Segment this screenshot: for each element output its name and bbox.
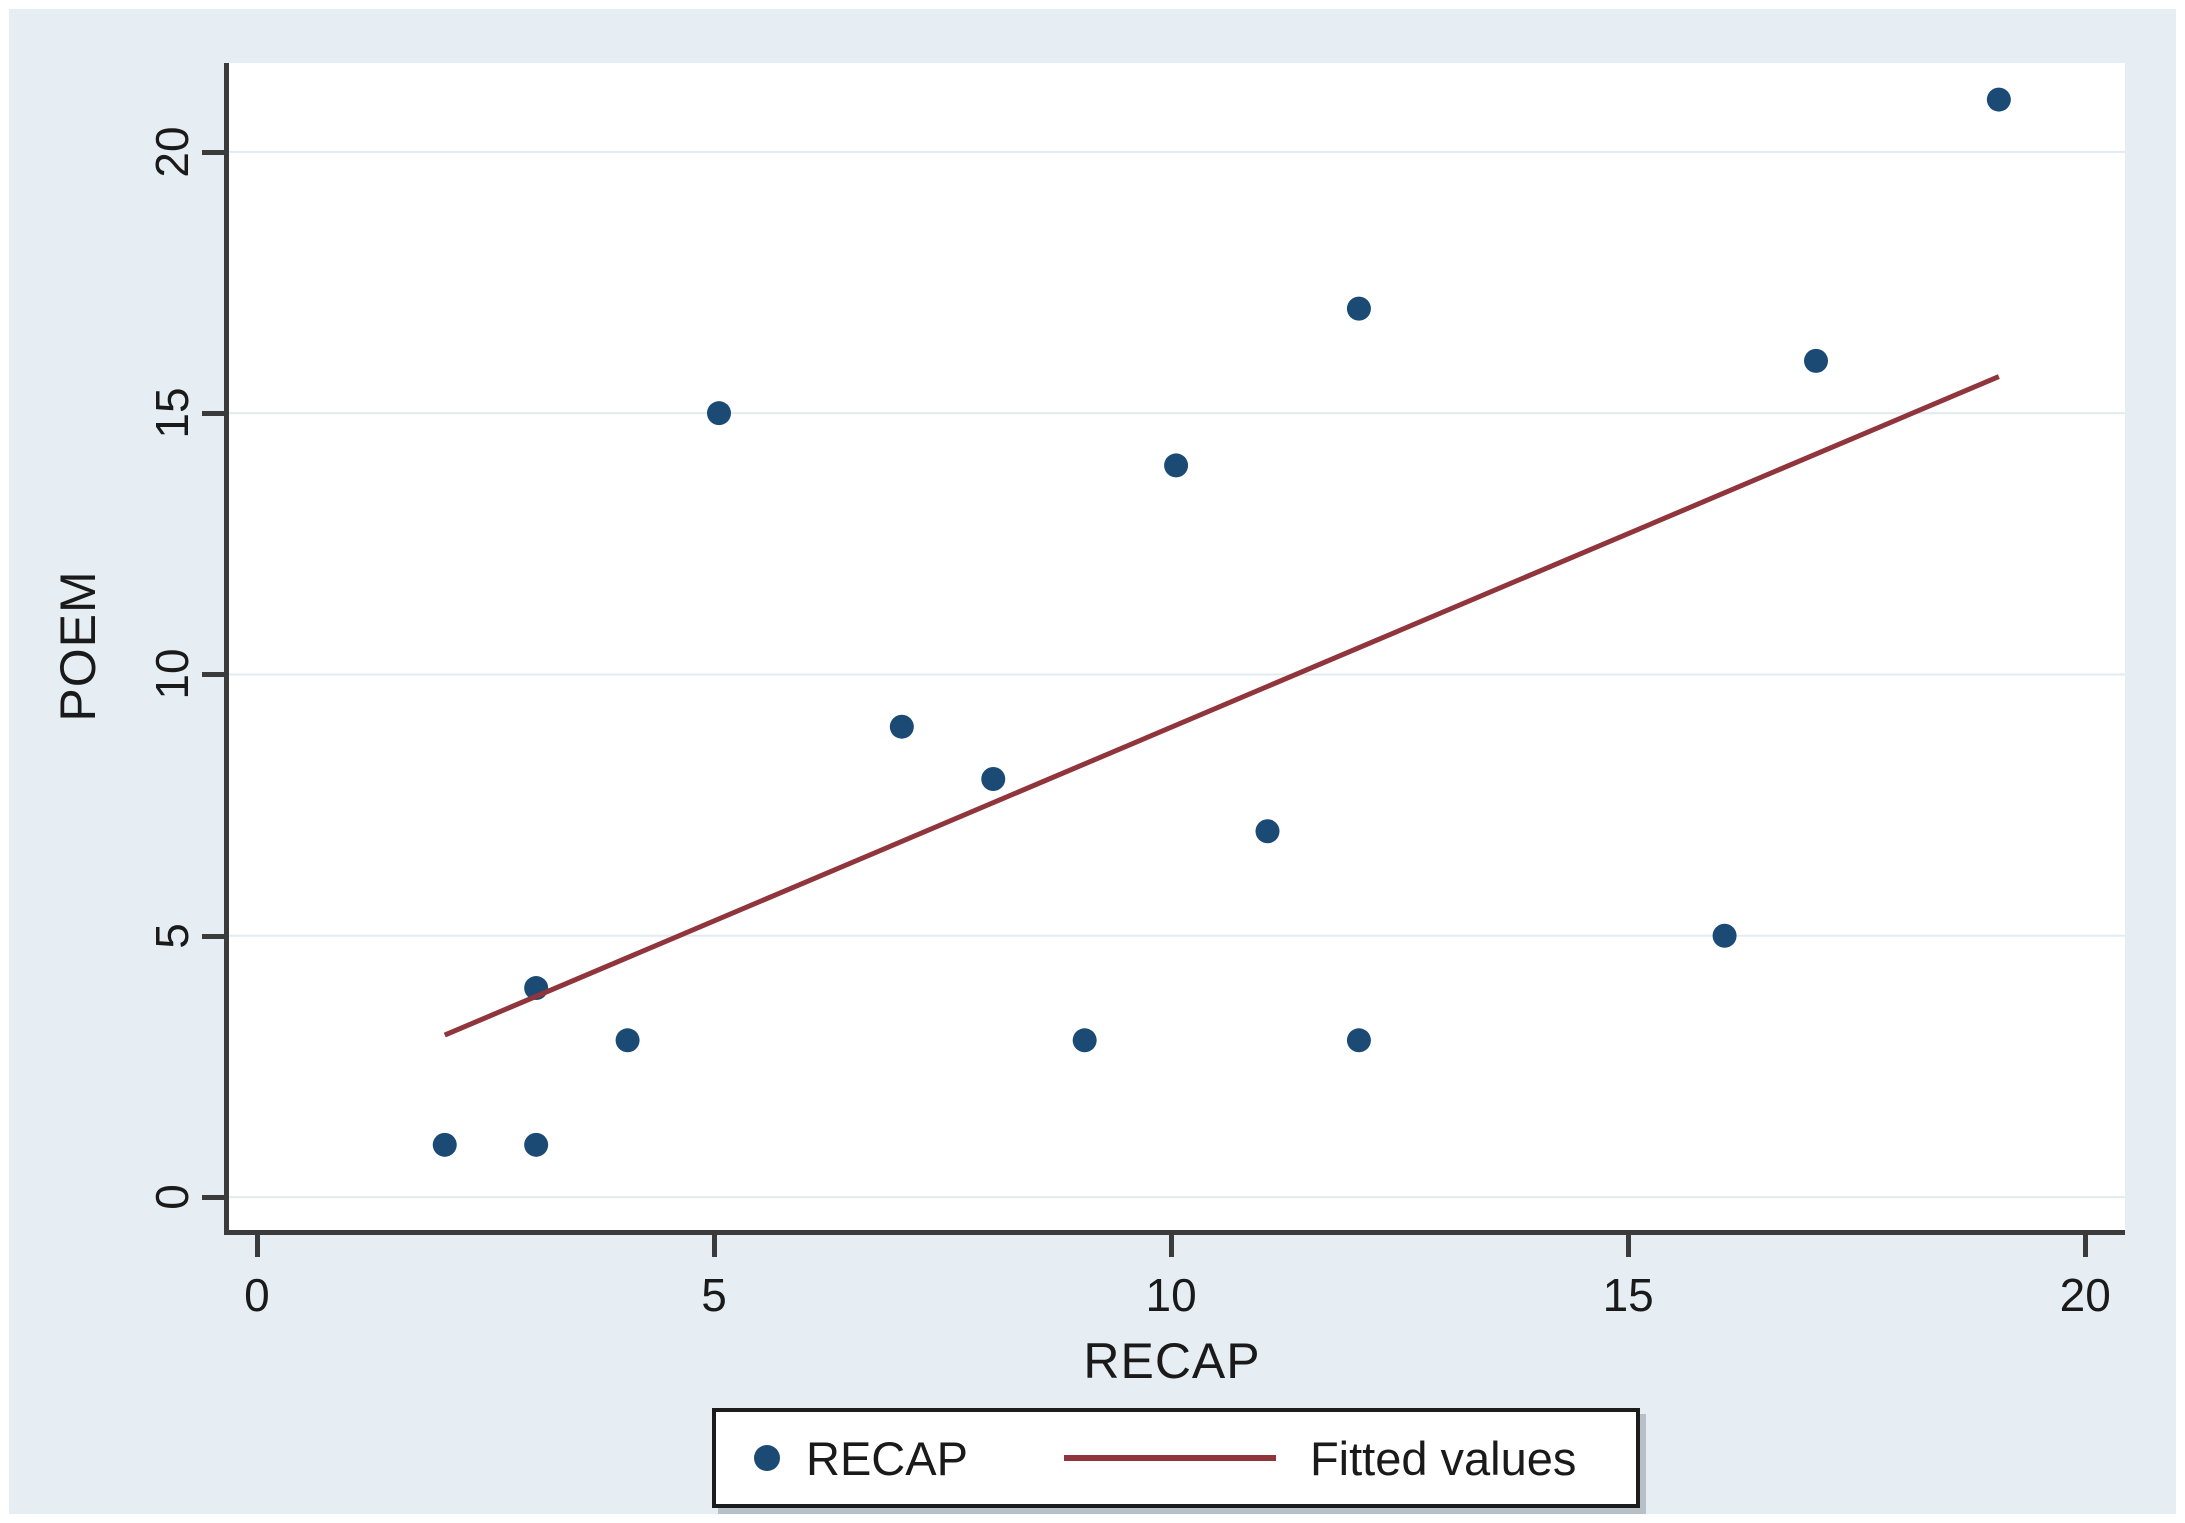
y-tick-mark [202, 933, 224, 939]
y-tick-label: 0 [146, 1184, 198, 1210]
plot-svg [229, 87, 2125, 1199]
scatter-point [1986, 87, 2011, 112]
y-tick-label: 10 [146, 648, 198, 701]
y-axis-title: POEM [50, 570, 106, 722]
scatter-point [1255, 819, 1280, 844]
scatter-point [1712, 923, 1737, 948]
scatter-point [981, 766, 1006, 791]
y-tick-mark [202, 149, 224, 155]
x-tick-mark [1626, 1235, 1632, 1257]
x-tick-mark [1169, 1235, 1175, 1257]
x-tick-mark [711, 1235, 717, 1257]
y-tick-label: 5 [146, 922, 198, 949]
scatter-point [1346, 296, 1371, 321]
scatter-point [524, 1132, 549, 1157]
x-tick-label: 10 [1145, 1269, 1197, 1321]
x-tick-label: 20 [2059, 1269, 2111, 1321]
scatter-point [889, 714, 914, 739]
y-tick-label: 20 [146, 126, 198, 178]
legend-scatter-marker-icon [754, 1445, 780, 1471]
x-tick-label: 0 [244, 1269, 270, 1321]
scatter-point [1072, 1028, 1097, 1053]
x-tick-label: 15 [1602, 1269, 1654, 1321]
legend-label-recap: RECAP [806, 1431, 968, 1485]
y-tick-mark [202, 411, 224, 417]
y-tick-mark [202, 672, 224, 678]
scatter-point [432, 1132, 457, 1157]
scatter-point [1804, 348, 1829, 373]
scatter-point [706, 401, 731, 426]
legend-line-marker-icon [1063, 1455, 1276, 1461]
y-tick-mark [202, 1195, 224, 1201]
x-axis-title: RECAP [1083, 1333, 1261, 1389]
scatter-point [1346, 1028, 1371, 1053]
scatter-point [615, 1028, 640, 1053]
fitted-line [443, 374, 2000, 1038]
legend: RECAP Fitted values [712, 1408, 1640, 1508]
y-tick-label: 15 [146, 387, 198, 439]
legend-label-fitted-values: Fitted values [1309, 1431, 1577, 1485]
x-tick-mark [2083, 1235, 2089, 1257]
scatter-point [1164, 453, 1189, 478]
x-tick-label: 5 [701, 1269, 727, 1321]
x-tick-mark [254, 1235, 260, 1257]
plot-area [224, 63, 2125, 1235]
